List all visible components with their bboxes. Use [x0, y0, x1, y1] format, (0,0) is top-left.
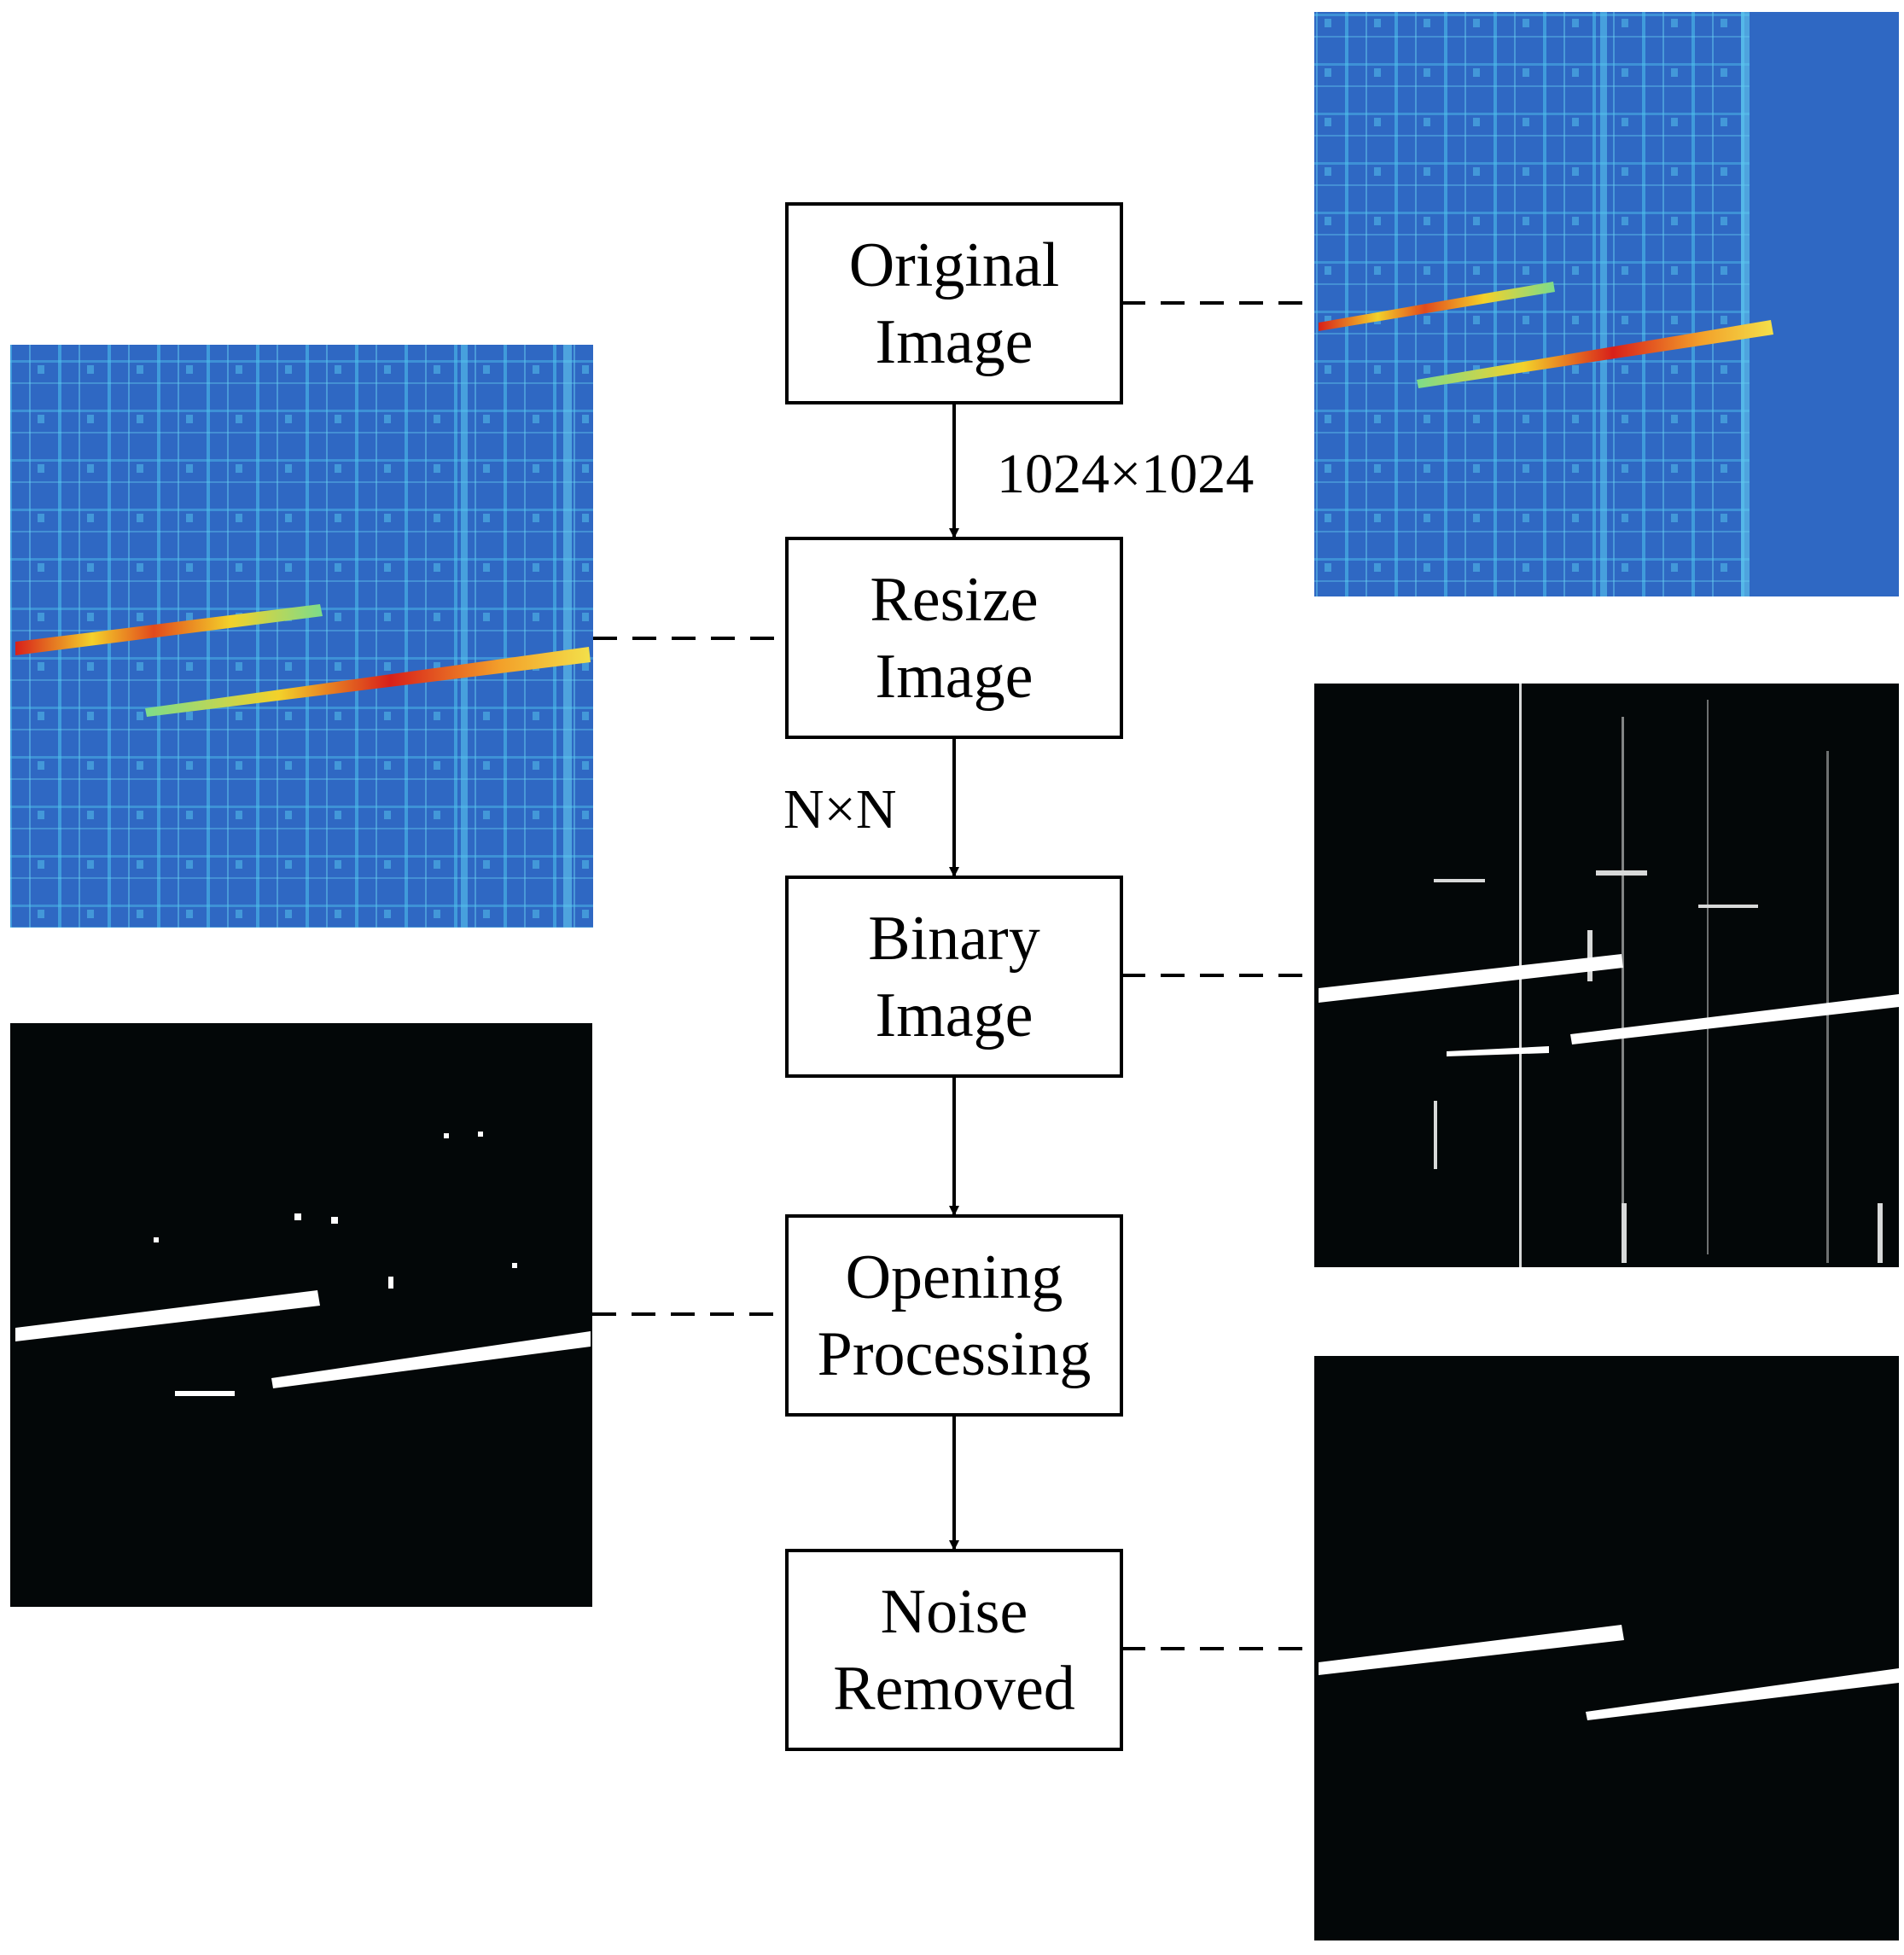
- original-image-thumbnail: [1314, 12, 1899, 596]
- stage-opening-line1: Opening: [846, 1242, 1063, 1312]
- stage-binary-line2: Image: [876, 980, 1034, 1050]
- stage-original-image: Original Image: [785, 202, 1123, 404]
- stage-resize-image: Resize Image: [785, 537, 1123, 739]
- noise-removed-image-thumbnail: [1314, 1356, 1899, 1940]
- stage-binary-image: Binary Image: [785, 876, 1123, 1078]
- stage-opening-processing: Opening Processing: [785, 1214, 1123, 1417]
- stage-original-line1: Original: [849, 230, 1060, 300]
- binary-image-thumbnail: [1314, 684, 1899, 1267]
- stage-original-line2: Image: [876, 307, 1034, 377]
- stage-binary-line1: Binary: [868, 904, 1039, 974]
- opening-image-thumbnail: [10, 1023, 592, 1607]
- edge-label-1024x1024: 1024×1024: [997, 443, 1254, 505]
- stage-noise-line2: Removed: [833, 1654, 1075, 1724]
- stage-noise-line1: Noise: [881, 1577, 1028, 1647]
- stage-resize-line1: Resize: [870, 565, 1038, 635]
- stage-noise-removed: Noise Removed: [785, 1549, 1123, 1751]
- edge-label-nxn: N×N: [783, 778, 897, 841]
- stage-opening-line2: Processing: [818, 1319, 1092, 1389]
- stage-resize-line2: Image: [876, 642, 1034, 712]
- resized-image-thumbnail: [10, 345, 593, 928]
